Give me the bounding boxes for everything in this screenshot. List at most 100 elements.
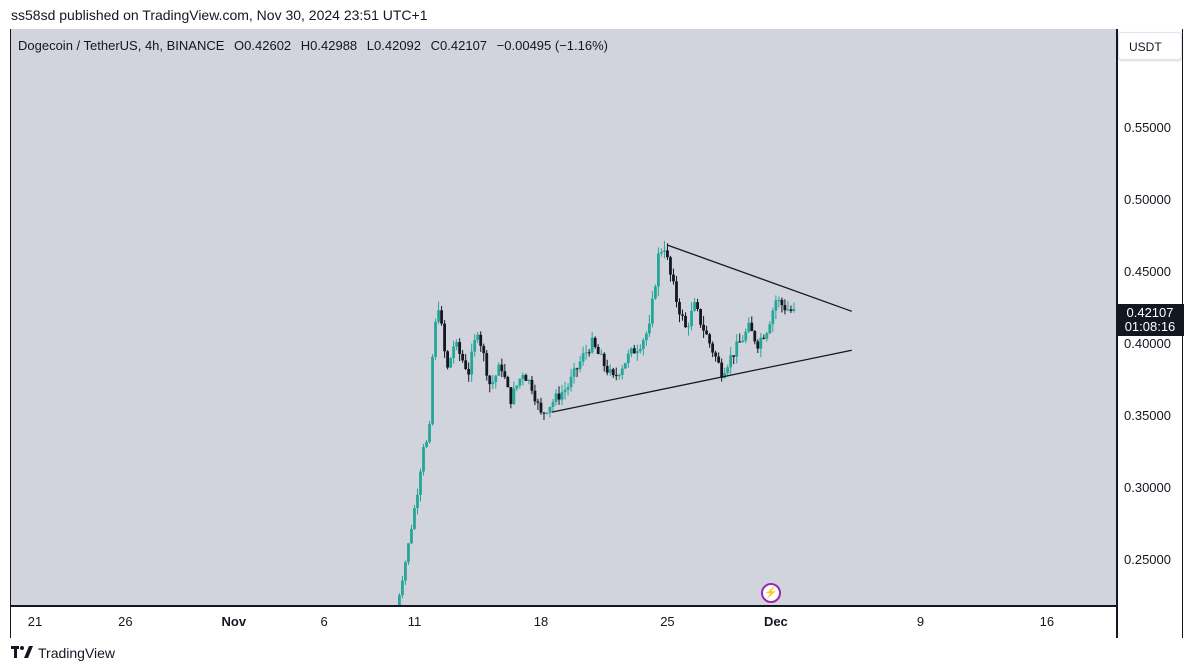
bar-countdown: 01:08:16 — [1124, 319, 1176, 334]
trendline-lower[interactable] — [551, 349, 852, 413]
candle-body — [723, 373, 727, 378]
candle-body — [783, 305, 787, 311]
time-tick-label: Dec — [764, 614, 788, 629]
chart-plot-area[interactable] — [10, 29, 1116, 605]
candle-body — [557, 393, 561, 400]
time-tick-label: Nov — [221, 614, 246, 629]
candle-body — [786, 309, 790, 311]
candle-body — [644, 333, 648, 341]
candle-body — [687, 326, 690, 328]
candle-body — [575, 368, 579, 370]
candle-body — [584, 352, 588, 354]
candle-body — [732, 355, 736, 357]
candle-body — [629, 348, 633, 354]
trendline-upper[interactable] — [667, 244, 852, 312]
candle-body — [765, 333, 769, 339]
candle-body — [771, 310, 775, 325]
candle-body — [482, 345, 486, 354]
time-tick-label: 16 — [1040, 614, 1054, 629]
candle-body — [491, 381, 495, 385]
candle-body — [675, 281, 678, 303]
candle-body — [657, 253, 660, 287]
price-tick-label: 0.30000 — [1124, 480, 1171, 495]
candle-body — [747, 322, 751, 332]
candle-body — [666, 250, 669, 258]
candle-body — [599, 353, 603, 355]
published-line: ss58sd published on TradingView.com, Nov… — [11, 7, 428, 23]
lightning-icon[interactable]: ⚡ — [761, 583, 781, 603]
candle-body — [530, 379, 534, 391]
candle-body — [479, 334, 483, 346]
ohlc-close: C0.42107 — [430, 38, 488, 53]
candle-body — [720, 362, 724, 378]
candle-body — [551, 401, 555, 407]
candle-body — [518, 378, 522, 386]
price-tick-label: 0.40000 — [1124, 336, 1171, 351]
candle-body — [602, 353, 606, 366]
candle-body — [650, 298, 654, 324]
candle-body — [455, 342, 459, 347]
candle-body — [714, 352, 718, 357]
candle-body — [626, 353, 630, 364]
candle-body — [524, 375, 528, 381]
footer-brand-label: TradingView — [38, 645, 116, 661]
price-tick-label: 0.45000 — [1124, 264, 1171, 279]
candle-body — [566, 387, 570, 390]
candle-body — [711, 343, 715, 353]
candle-body — [398, 595, 401, 605]
candle-body — [608, 369, 612, 373]
candle-body — [690, 310, 693, 327]
candle-body — [464, 360, 468, 370]
candle-body — [470, 351, 474, 375]
candle-body — [705, 330, 709, 335]
candle-body — [777, 299, 781, 301]
candle-body — [425, 442, 428, 448]
price-tick-label: 0.25000 — [1124, 552, 1171, 567]
candle-body — [590, 337, 594, 353]
candle-body — [660, 251, 663, 254]
time-tick-label: 26 — [118, 614, 132, 629]
currency-button[interactable]: USDT — [1118, 32, 1182, 60]
symbol-name[interactable]: Dogecoin / TetherUS, 4h, BINANCE — [18, 38, 225, 53]
candle-body — [572, 368, 576, 377]
candle-body — [641, 340, 645, 349]
symbol-legend: Dogecoin / TetherUS, 4h, BINANCE O0.4260… — [18, 38, 614, 53]
candle-body — [431, 356, 434, 425]
ohlc-open: O0.42602 — [234, 38, 292, 53]
price-tick-label: 0.35000 — [1124, 408, 1171, 423]
time-tick-label: 25 — [660, 614, 674, 629]
time-axis[interactable] — [10, 605, 1116, 638]
candle-body — [638, 348, 642, 352]
candle-body — [587, 352, 591, 354]
candle-body — [443, 323, 446, 352]
candle-body — [467, 369, 471, 375]
candle-body — [678, 302, 681, 315]
candle-body — [702, 324, 705, 331]
candle-body — [515, 385, 519, 389]
candle-body — [488, 375, 492, 385]
candle-body — [756, 341, 760, 349]
candle-body — [509, 387, 513, 405]
candle-body — [741, 340, 745, 343]
candle-body — [452, 346, 456, 359]
candle-body — [539, 402, 543, 413]
candle-body — [744, 331, 748, 341]
price-tick-label: 0.50000 — [1124, 192, 1171, 207]
candle-body — [446, 351, 449, 368]
candle-body — [735, 341, 739, 357]
candle-body — [542, 412, 546, 414]
candle-body — [614, 375, 618, 377]
candle-body — [726, 367, 730, 374]
candle-body — [768, 324, 772, 334]
candle-body — [476, 334, 480, 340]
candle-body — [693, 302, 696, 311]
tradingview-logo-icon — [11, 646, 33, 658]
candle-body — [672, 274, 675, 282]
candle-body — [578, 361, 582, 369]
candle-body — [440, 310, 443, 324]
candle-body — [681, 314, 684, 316]
candle-body — [527, 379, 531, 381]
candle-body — [654, 286, 657, 299]
last-price-tag: 0.42107 01:08:16 — [1116, 304, 1184, 336]
